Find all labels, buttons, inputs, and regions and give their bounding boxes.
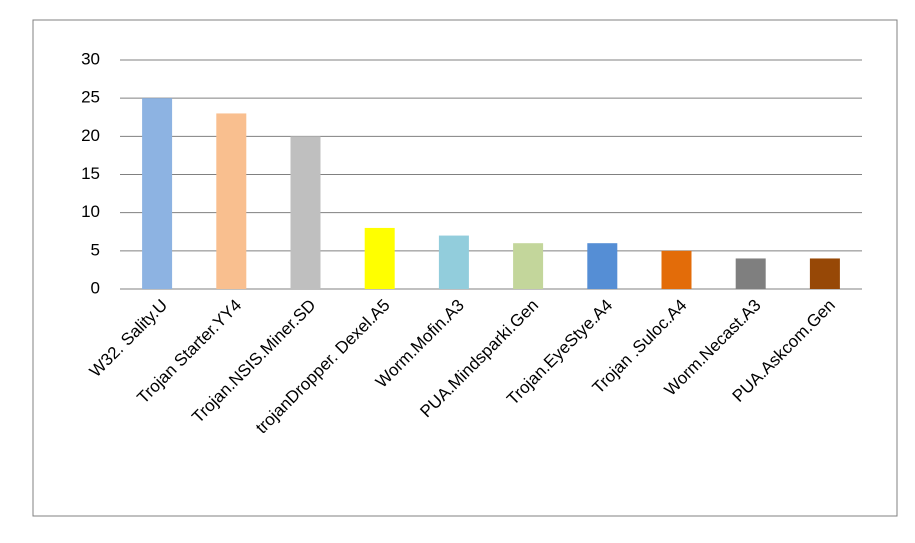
bar: [661, 250, 692, 289]
y-tick-label: 25: [81, 88, 100, 107]
bar: [364, 227, 395, 289]
bar: [142, 98, 173, 290]
y-tick-label: 20: [81, 126, 100, 145]
y-tick-label: 5: [91, 240, 100, 259]
y-tick-label: 0: [91, 278, 100, 297]
bar: [290, 136, 321, 289]
bar: [809, 258, 840, 289]
bar: [735, 258, 766, 289]
bar: [438, 235, 469, 289]
y-tick-label: 10: [81, 202, 100, 221]
bar: [216, 113, 247, 289]
bar: [587, 243, 618, 289]
bar: [513, 243, 544, 289]
y-tick-label: 30: [81, 49, 100, 68]
y-tick-label: 15: [81, 164, 100, 183]
